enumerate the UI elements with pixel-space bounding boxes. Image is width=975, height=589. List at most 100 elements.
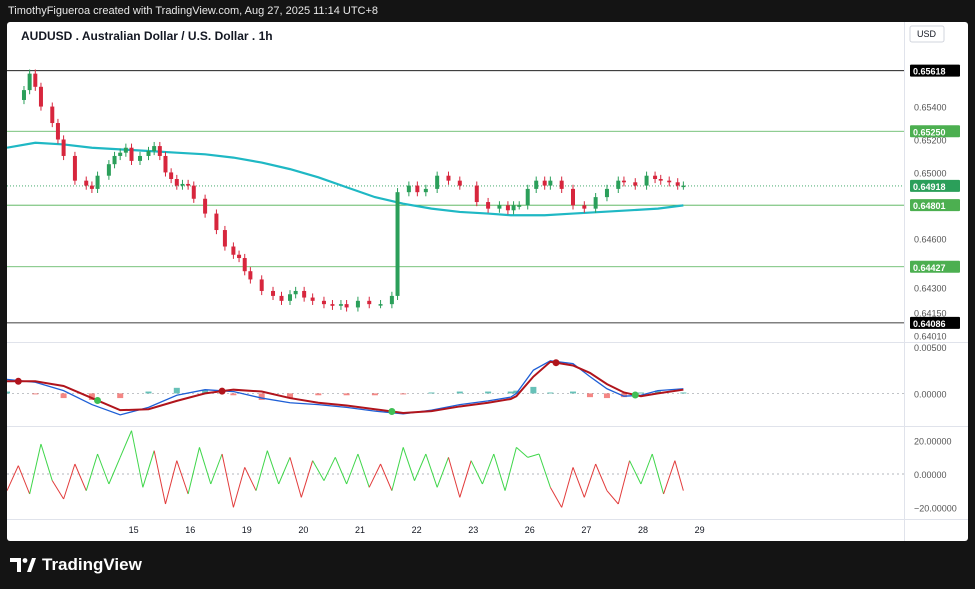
oscillator-segment xyxy=(674,460,684,491)
level-label: 0.64427 xyxy=(913,263,946,273)
time-tick-label: 22 xyxy=(412,525,422,535)
macd-histogram-bar xyxy=(258,393,265,400)
oscillator-segment xyxy=(266,450,280,485)
oscillator-segment xyxy=(504,447,517,491)
macd-histogram-bar xyxy=(7,391,10,394)
time-tick-label: 27 xyxy=(581,525,591,535)
oscillator-segment xyxy=(323,457,336,481)
candle-body xyxy=(279,295,284,301)
oscillator-segment xyxy=(85,453,99,491)
gridlines xyxy=(7,22,968,541)
brand-logo[interactable]: TradingView xyxy=(10,555,142,575)
candle-body xyxy=(435,175,440,189)
candle-body xyxy=(534,180,539,189)
oscillator-segment xyxy=(29,443,42,495)
candle-body xyxy=(106,164,111,176)
candle-body xyxy=(571,188,575,206)
oscillator-segment xyxy=(459,460,472,498)
horizontal-levels xyxy=(7,70,904,324)
candle-body xyxy=(621,180,626,183)
macd-histogram-bar xyxy=(88,393,95,400)
candle-body xyxy=(203,198,208,214)
candle-body xyxy=(378,304,383,306)
candle-body xyxy=(517,205,522,207)
candle-body xyxy=(395,192,400,296)
oscillator-segment xyxy=(606,490,619,505)
macd-tick-label: 0.00500 xyxy=(914,343,947,353)
indicator-panels xyxy=(7,359,904,508)
candle-body xyxy=(344,304,349,308)
oscillator-segment xyxy=(63,463,76,500)
candle-body xyxy=(95,175,100,189)
oscillator-segment xyxy=(164,460,178,505)
candle-body xyxy=(112,155,117,165)
oscillator-segment xyxy=(312,460,325,481)
oscillator-segment xyxy=(232,467,246,508)
oscillator-segment xyxy=(187,447,200,495)
chart-canvas[interactable]: 0.65400 0.65200 0.65000 0.64600 0.64300 0.641… xyxy=(7,22,968,541)
level-label-box xyxy=(910,125,960,138)
oscillator-segment xyxy=(97,453,110,485)
price-tick-label: 0.64600 xyxy=(914,234,947,244)
oscillator-segment xyxy=(108,457,121,485)
candle-body xyxy=(214,213,219,231)
candle-body xyxy=(89,185,94,189)
macd-cross-marker xyxy=(94,396,102,404)
candle-body xyxy=(152,146,157,152)
price-tick-label: 0.64150 xyxy=(914,308,947,318)
price-tick-label: 0.65200 xyxy=(914,135,947,145)
macd-histogram-bar xyxy=(485,391,492,394)
macd-cross-marker xyxy=(388,407,396,415)
price-series-group xyxy=(7,69,686,312)
price-tick-label: 0.64300 xyxy=(914,284,947,294)
oscillator-segment xyxy=(244,467,257,491)
candle-body xyxy=(474,185,479,203)
oscillator-segment xyxy=(198,447,212,485)
macd-histogram-bar xyxy=(680,392,687,394)
oscillator-segment xyxy=(380,463,393,491)
oscillator-segment xyxy=(481,453,495,485)
candle-body xyxy=(157,146,162,156)
tradingview-logo-icon xyxy=(10,558,36,572)
candle-body xyxy=(525,188,530,206)
oscillator-segment xyxy=(583,463,597,498)
oscillator-segment xyxy=(391,447,404,491)
candle-body xyxy=(169,172,174,180)
oscillator-segment xyxy=(595,463,608,491)
macd-histogram-bar xyxy=(428,392,435,394)
macd-cross-marker xyxy=(552,359,560,367)
oscillator-segment xyxy=(40,443,53,481)
candle-body xyxy=(457,180,462,186)
candle-body xyxy=(180,183,185,186)
oscillator-segment xyxy=(74,463,87,491)
oscillator-segment xyxy=(470,460,483,485)
level-label: 0.64801 xyxy=(913,201,946,211)
watermark-bar: TimothyFigueroa created with TradingView… xyxy=(0,0,975,22)
oscillator-segment xyxy=(7,465,19,491)
candle-body xyxy=(118,152,123,156)
candle-body xyxy=(658,179,663,181)
macd-cross-marker xyxy=(14,377,22,385)
candle-body xyxy=(644,175,649,186)
candle-body xyxy=(55,123,60,140)
oscillator-segment xyxy=(289,457,302,498)
macd-tick-label: 0.00000 xyxy=(914,389,947,399)
macd-histogram-bar xyxy=(145,391,152,394)
candle-body xyxy=(259,279,264,291)
candle-body xyxy=(633,182,638,186)
time-tick-label: 15 xyxy=(129,525,139,535)
macd-histogram-bar xyxy=(287,393,293,399)
oscillator-segment xyxy=(210,453,223,485)
oscillator-segment xyxy=(549,487,563,508)
oscillator-segment xyxy=(221,453,234,508)
candle-body xyxy=(338,304,343,306)
chart-frame[interactable]: 0.65400 0.65200 0.65000 0.64600 0.64300 0.641… xyxy=(7,22,968,541)
currency-button[interactable]: USD xyxy=(909,25,945,43)
candle-body xyxy=(248,271,253,280)
candle-body xyxy=(559,180,564,189)
candle-body xyxy=(310,297,315,301)
oscillator-segment xyxy=(334,457,348,485)
macd-histogram-bar xyxy=(343,393,350,396)
macd-histogram-bar xyxy=(637,392,644,394)
level-label-box xyxy=(910,199,960,212)
